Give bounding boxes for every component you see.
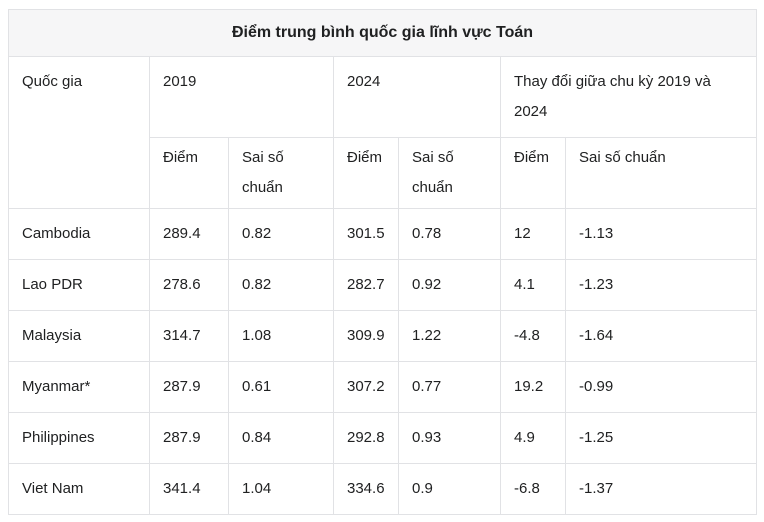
table-title: Điểm trung bình quốc gia lĩnh vực Toán — [7, 9, 758, 57]
subheader-stderr-change: Sai số chuẩn — [564, 137, 758, 209]
stderr-2024-cell: 1.22 — [398, 310, 501, 362]
stderr-2024-cell: 0.77 — [398, 361, 501, 413]
score-change-cell: -4.8 — [500, 310, 566, 362]
table-row-myanmar: Myanmar* 287.9 0.61 307.2 0.77 19.2 -0.9… — [8, 361, 758, 413]
table-row-lao-pdr: Lao PDR 278.6 0.82 282.7 0.92 4.1 -1.23 — [8, 259, 758, 311]
stderr-change-cell: -1.64 — [564, 310, 758, 362]
score-2019-cell: 314.7 — [149, 310, 229, 362]
country-cell: Myanmar* — [8, 361, 150, 413]
stderr-2019-cell: 1.04 — [228, 463, 334, 515]
subheader-score-2019: Điểm — [149, 137, 229, 209]
score-2019-cell: 287.9 — [149, 361, 229, 413]
country-cell: Lao PDR — [8, 259, 150, 311]
stderr-2024-cell: 0.93 — [398, 412, 501, 464]
score-change-cell: 4.9 — [500, 412, 566, 464]
table-row-cambodia: Cambodia 289.4 0.82 301.5 0.78 12 -1.13 — [8, 208, 758, 260]
stderr-2019-cell: 0.84 — [228, 412, 334, 464]
score-2024-cell: 292.8 — [333, 412, 399, 464]
column-header-2019: 2019 — [149, 56, 334, 138]
score-2019-cell: 278.6 — [149, 259, 229, 311]
subheader-stderr-2019: Sai số chuẩn — [228, 137, 334, 209]
score-2024-cell: 307.2 — [333, 361, 399, 413]
stderr-change-cell: -1.37 — [564, 463, 758, 515]
stderr-change-cell: -1.23 — [564, 259, 758, 311]
stderr-change-cell: -1.25 — [564, 412, 758, 464]
table-title-row: Điểm trung bình quốc gia lĩnh vực Toán — [7, 9, 758, 57]
stderr-2019-cell: 0.82 — [228, 208, 334, 260]
column-header-country: Quốc gia — [8, 56, 150, 209]
table-row-philippines: Philippines 287.9 0.84 292.8 0.93 4.9 -1… — [8, 412, 758, 464]
column-header-2024: 2024 — [333, 56, 501, 138]
stderr-2019-cell: 0.61 — [228, 361, 334, 413]
score-2024-cell: 309.9 — [333, 310, 399, 362]
country-cell: Cambodia — [8, 208, 150, 260]
score-2019-cell: 287.9 — [149, 412, 229, 464]
stderr-2019-cell: 0.82 — [228, 259, 334, 311]
score-change-cell: 19.2 — [500, 361, 566, 413]
score-change-cell: 4.1 — [500, 259, 566, 311]
column-header-change: Thay đổi giữa chu kỳ 2019 và 2024 — [499, 56, 758, 138]
score-2024-cell: 282.7 — [333, 259, 399, 311]
stderr-2024-cell: 0.9 — [398, 463, 501, 515]
score-2024-cell: 301.5 — [333, 208, 399, 260]
table-header-row: Quốc gia 2019 2024 Thay đổi giữa chu kỳ … — [8, 56, 758, 209]
score-2019-cell: 341.4 — [149, 463, 229, 515]
math-score-table: Điểm trung bình quốc gia lĩnh vực Toán Q… — [7, 9, 758, 515]
stderr-change-cell: -1.13 — [564, 208, 758, 260]
stderr-2024-cell: 0.92 — [398, 259, 501, 311]
stderr-2024-cell: 0.78 — [398, 208, 501, 260]
country-cell: Viet Nam — [8, 463, 150, 515]
table-subheader-row: Điểm Sai số chuẩn Điểm Sai số chuẩn Điểm… — [9, 137, 758, 209]
table-row-viet-nam: Viet Nam 341.4 1.04 334.6 0.9 -6.8 -1.37 — [8, 463, 758, 515]
subheader-score-2024: Điểm — [333, 137, 399, 209]
score-change-cell: -6.8 — [500, 463, 566, 515]
stderr-2019-cell: 1.08 — [228, 310, 334, 362]
country-cell: Philippines — [8, 412, 150, 464]
subheader-score-change: Điểm — [500, 137, 566, 209]
table-row-malaysia: Malaysia 314.7 1.08 309.9 1.22 -4.8 -1.6… — [8, 310, 758, 362]
score-change-cell: 12 — [500, 208, 566, 260]
score-2019-cell: 289.4 — [149, 208, 229, 260]
subheader-stderr-2024: Sai số chuẩn — [398, 137, 501, 209]
stderr-change-cell: -0.99 — [564, 361, 758, 413]
score-2024-cell: 334.6 — [333, 463, 399, 515]
country-cell: Malaysia — [8, 310, 150, 362]
